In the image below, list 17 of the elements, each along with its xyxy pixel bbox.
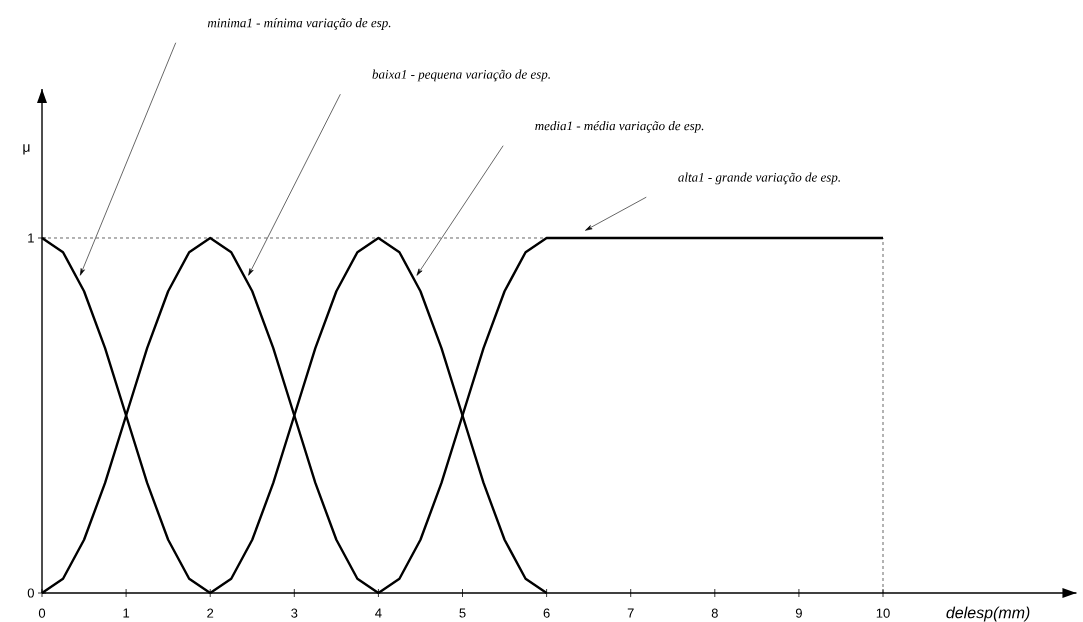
text: baixa1 - pequena variação de esp. bbox=[372, 69, 550, 82]
text: minima1 - mínima variação de esp. bbox=[207, 18, 391, 30]
annotation: media1 - média variação de esp. bbox=[535, 121, 704, 133]
x-tick-label: 0 bbox=[38, 608, 46, 618]
x-tick-label: 3 bbox=[291, 608, 298, 618]
x-axis-title: delesp(mm) bbox=[946, 606, 1030, 622]
x-tick-label: 7 bbox=[627, 608, 634, 618]
x-tick-label: 10 bbox=[876, 608, 890, 618]
x-tick-label: 9 bbox=[795, 608, 802, 618]
x-tick-label: 2 bbox=[207, 608, 214, 618]
x-tick-label: 6 bbox=[543, 608, 550, 618]
x-tick-label: 8 bbox=[711, 608, 718, 618]
x-tick-label: 1 bbox=[123, 608, 130, 618]
annotation: alta1 - grande variação de esp. bbox=[678, 172, 840, 185]
x-tick-label: 5 bbox=[459, 608, 466, 618]
y-axis-title: μ bbox=[23, 144, 30, 155]
x-tick-label: 4 bbox=[375, 608, 382, 618]
